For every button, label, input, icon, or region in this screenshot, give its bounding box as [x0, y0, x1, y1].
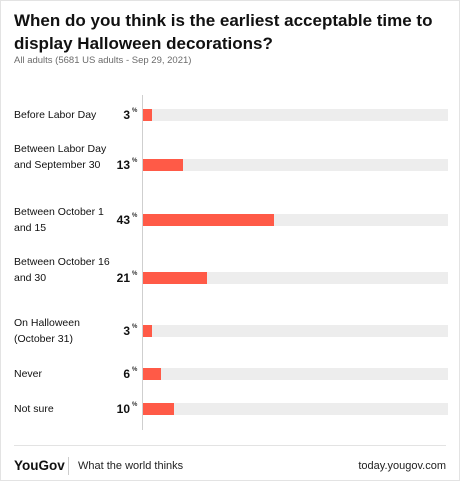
category-label: Never — [14, 368, 43, 380]
bar-track — [143, 403, 448, 415]
bar-track — [143, 368, 448, 380]
value-label: 10 — [116, 402, 130, 416]
bar-track — [143, 159, 448, 171]
category-label: Between October 1 and 15 — [14, 206, 104, 234]
chart-title: When do you think is the earliest accept… — [14, 11, 433, 53]
percent-sign: % — [132, 213, 138, 219]
chart-subtitle: All adults (5681 US adults - Sep 29, 202… — [14, 55, 192, 66]
percent-sign: % — [132, 367, 138, 373]
bar — [143, 368, 162, 380]
footer-url[interactable]: today.yougov.com — [358, 460, 446, 472]
percent-sign: % — [132, 158, 138, 164]
bar-track — [143, 109, 448, 121]
category-label: On Halloween (October 31) — [14, 317, 80, 345]
bar — [143, 325, 153, 337]
value-label: 43 — [116, 213, 130, 227]
bar — [143, 214, 275, 226]
footer-divider — [14, 445, 446, 446]
footer: YouGov What the world thinks today.yougo… — [14, 457, 446, 475]
footer-separator — [68, 457, 69, 475]
bar-chart: Before Labor Day 3% Between Labor Day and … — [0, 95, 460, 435]
percent-sign: % — [132, 108, 138, 114]
value-label: 21 — [116, 271, 130, 285]
value-label: 6 — [123, 367, 130, 381]
bar — [143, 109, 153, 121]
bar — [143, 403, 174, 415]
value-axis-line — [142, 95, 143, 430]
category-label: Between Labor Day and September 30 — [14, 143, 107, 171]
category-label: Not sure — [14, 403, 54, 415]
bar-track — [143, 325, 448, 337]
value-label: 13 — [116, 158, 130, 172]
percent-sign: % — [132, 324, 138, 330]
bar — [143, 272, 208, 284]
footer-tagline: What the world thinks — [78, 460, 184, 472]
bar — [143, 159, 183, 171]
bar-track — [143, 272, 448, 284]
category-label: Before Labor Day — [14, 109, 97, 121]
yougov-logo: YouGov — [14, 458, 65, 473]
percent-sign: % — [132, 402, 138, 408]
value-label: 3 — [123, 324, 130, 338]
category-label: Between October 16 and 30 — [14, 256, 110, 284]
percent-sign: % — [132, 271, 138, 277]
value-label: 3 — [123, 108, 130, 122]
